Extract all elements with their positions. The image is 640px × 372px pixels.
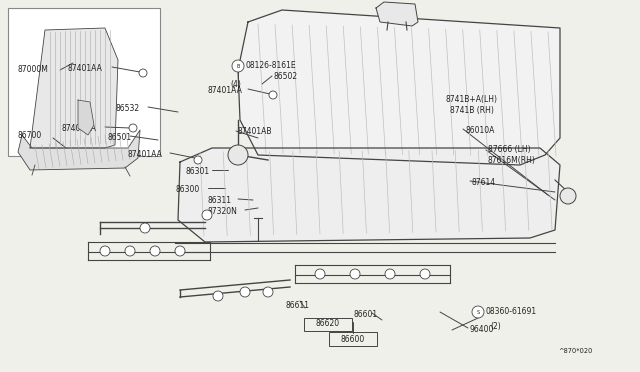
Text: 86301: 86301 (186, 167, 210, 176)
Polygon shape (238, 10, 560, 165)
Circle shape (232, 60, 244, 72)
Bar (8, 8, 160, 156)
Text: 86300: 86300 (176, 185, 200, 194)
Text: 87401AA: 87401AA (68, 64, 103, 73)
Circle shape (129, 124, 137, 132)
Text: 87401AA: 87401AA (128, 150, 163, 159)
Circle shape (263, 287, 273, 297)
Text: ^870*020: ^870*020 (558, 348, 593, 354)
Text: 8741B (RH): 8741B (RH) (450, 106, 494, 115)
Text: 86611: 86611 (286, 301, 310, 310)
Circle shape (228, 145, 248, 165)
Text: 87616M(RH): 87616M(RH) (488, 156, 536, 165)
Circle shape (125, 246, 135, 256)
Polygon shape (178, 148, 560, 242)
Text: 86700: 86700 (18, 131, 42, 141)
Text: S: S (476, 310, 479, 314)
Circle shape (140, 223, 150, 233)
Circle shape (472, 306, 484, 318)
Text: (4): (4) (230, 80, 241, 89)
Circle shape (175, 246, 185, 256)
Text: 86601: 86601 (354, 310, 378, 319)
Text: 08126-8161E: 08126-8161E (246, 61, 296, 71)
Text: 8741B+A(LH): 8741B+A(LH) (445, 95, 497, 104)
Circle shape (420, 269, 430, 279)
Circle shape (150, 246, 160, 256)
Circle shape (269, 91, 277, 99)
Text: 87401AB: 87401AB (238, 127, 273, 136)
Text: 86502: 86502 (274, 72, 298, 81)
Text: 86532: 86532 (116, 104, 140, 113)
Text: 96400: 96400 (470, 325, 494, 334)
Circle shape (560, 188, 576, 204)
Polygon shape (78, 100, 94, 135)
Text: 87666 (LH): 87666 (LH) (488, 145, 531, 154)
Text: 87000M: 87000M (18, 65, 49, 74)
Circle shape (213, 291, 223, 301)
Circle shape (139, 69, 147, 77)
Polygon shape (18, 130, 140, 170)
Circle shape (202, 210, 212, 220)
Text: B: B (236, 64, 240, 68)
Polygon shape (376, 2, 418, 26)
Circle shape (350, 269, 360, 279)
Circle shape (194, 156, 202, 164)
Text: 86600: 86600 (341, 334, 365, 343)
Circle shape (385, 269, 395, 279)
Text: 86501: 86501 (108, 133, 132, 142)
Text: (2): (2) (490, 322, 500, 331)
Text: 87401AA: 87401AA (62, 124, 97, 133)
Text: 86620: 86620 (316, 320, 340, 328)
Text: 86010A: 86010A (465, 126, 494, 135)
Circle shape (100, 246, 110, 256)
Text: 87614: 87614 (472, 178, 496, 187)
Text: 08360-61691: 08360-61691 (486, 308, 537, 317)
Text: 87320N: 87320N (208, 207, 238, 216)
Circle shape (315, 269, 325, 279)
Text: 87401AA: 87401AA (208, 86, 243, 95)
Text: 86311: 86311 (208, 196, 232, 205)
Circle shape (240, 287, 250, 297)
Polygon shape (30, 28, 118, 148)
